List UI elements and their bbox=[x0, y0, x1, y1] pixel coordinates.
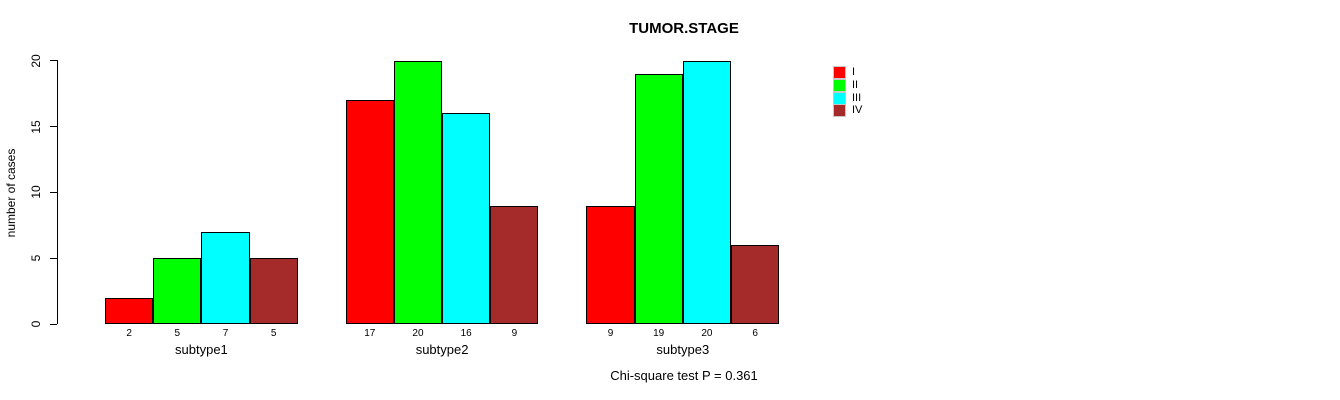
category-label-subtype1: subtype1 bbox=[175, 342, 228, 357]
bar-value-label: 20 bbox=[701, 328, 713, 339]
y-axis-tick bbox=[50, 126, 57, 128]
bar-value-label: 9 bbox=[511, 328, 518, 339]
legend-label-II: II bbox=[852, 78, 859, 91]
bar-value-label: 17 bbox=[364, 328, 376, 339]
bar-subtype1-stage-I bbox=[105, 297, 154, 324]
bar-subtype1-stage-II bbox=[153, 258, 202, 324]
legend-swatch-I bbox=[833, 66, 846, 79]
legend-label-IV: IV bbox=[852, 104, 863, 117]
category-label-subtype3: subtype3 bbox=[656, 342, 710, 357]
y-axis-tick bbox=[50, 323, 57, 325]
bar-subtype2-stage-II bbox=[393, 60, 443, 324]
legend-swatch-II bbox=[833, 78, 846, 92]
bar-value-label: 5 bbox=[270, 328, 277, 339]
bar-subtype3-stage-I bbox=[586, 205, 635, 324]
y-axis-tick-label: 15 bbox=[29, 119, 43, 134]
legend-swatch-III bbox=[833, 91, 846, 105]
legend-swatch-IV bbox=[833, 104, 846, 118]
bar-subtype2-stage-IV bbox=[490, 205, 539, 324]
bar-subtype2-stage-I bbox=[345, 100, 394, 324]
bar-subtype3-stage-III bbox=[682, 60, 731, 324]
bar-subtype1-stage-III bbox=[201, 231, 250, 324]
y-axis-tick-label: 10 bbox=[29, 185, 43, 200]
bar-value-label: 20 bbox=[412, 328, 424, 339]
y-axis-tick bbox=[50, 257, 57, 259]
y-axis-tick bbox=[50, 60, 57, 62]
y-axis-tick-label: 20 bbox=[29, 54, 43, 68]
y-axis-title: number of cases bbox=[4, 148, 18, 238]
bar-subtype1-stage-IV bbox=[249, 258, 298, 324]
bar-value-label: 2 bbox=[126, 328, 132, 339]
y-axis-tick-label: 5 bbox=[29, 254, 43, 262]
bar-subtype3-stage-II bbox=[634, 73, 683, 324]
chi-square-annotation: Chi-square test P = 0.361 bbox=[610, 368, 758, 383]
legend-label-I: I bbox=[852, 66, 856, 78]
legend-label-III: III bbox=[852, 91, 862, 104]
bar-value-label: 5 bbox=[174, 328, 181, 339]
y-axis-tick-label: 0 bbox=[29, 320, 43, 328]
bar-value-label: 9 bbox=[607, 328, 614, 339]
y-axis-tick bbox=[50, 191, 57, 193]
bar-subtype3-stage-IV bbox=[731, 245, 780, 324]
bar-subtype2-stage-III bbox=[442, 113, 491, 324]
bar-value-label: 7 bbox=[222, 328, 229, 339]
category-label-subtype2: subtype2 bbox=[415, 342, 469, 357]
bar-value-label: 19 bbox=[653, 328, 665, 339]
bar-value-label: 6 bbox=[752, 328, 758, 339]
y-axis-line bbox=[57, 60, 58, 324]
chart-title: TUMOR.STAGE bbox=[629, 20, 739, 37]
bar-value-label: 16 bbox=[460, 328, 472, 339]
